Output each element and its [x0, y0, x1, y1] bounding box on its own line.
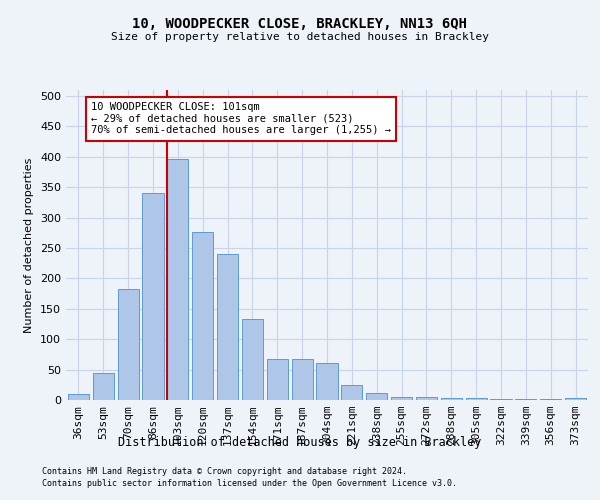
Bar	[466, 398, 487, 400]
Bar	[292, 358, 313, 400]
Bar	[118, 289, 139, 400]
Text: Contains HM Land Registry data © Crown copyright and database right 2024.: Contains HM Land Registry data © Crown c…	[42, 467, 407, 476]
Text: 10, WOODPECKER CLOSE, BRACKLEY, NN13 6QH: 10, WOODPECKER CLOSE, BRACKLEY, NN13 6QH	[133, 18, 467, 32]
Text: 10 WOODPECKER CLOSE: 101sqm
← 29% of detached houses are smaller (523)
70% of se: 10 WOODPECKER CLOSE: 101sqm ← 29% of det…	[91, 102, 391, 136]
Bar	[142, 194, 164, 400]
Bar	[217, 254, 238, 400]
Bar	[391, 397, 412, 400]
Text: Distribution of detached houses by size in Brackley: Distribution of detached houses by size …	[118, 436, 482, 449]
Bar	[565, 398, 586, 400]
Bar	[167, 158, 188, 400]
Bar	[441, 398, 462, 400]
Bar	[68, 394, 89, 400]
Bar	[366, 394, 387, 400]
Text: Contains public sector information licensed under the Open Government Licence v3: Contains public sector information licen…	[42, 478, 457, 488]
Bar	[416, 397, 437, 400]
Bar	[192, 232, 213, 400]
Bar	[316, 363, 338, 400]
Bar	[490, 399, 512, 400]
Bar	[341, 385, 362, 400]
Bar	[267, 358, 288, 400]
Text: Size of property relative to detached houses in Brackley: Size of property relative to detached ho…	[111, 32, 489, 42]
Y-axis label: Number of detached properties: Number of detached properties	[25, 158, 34, 332]
Bar	[242, 319, 263, 400]
Bar	[93, 372, 114, 400]
